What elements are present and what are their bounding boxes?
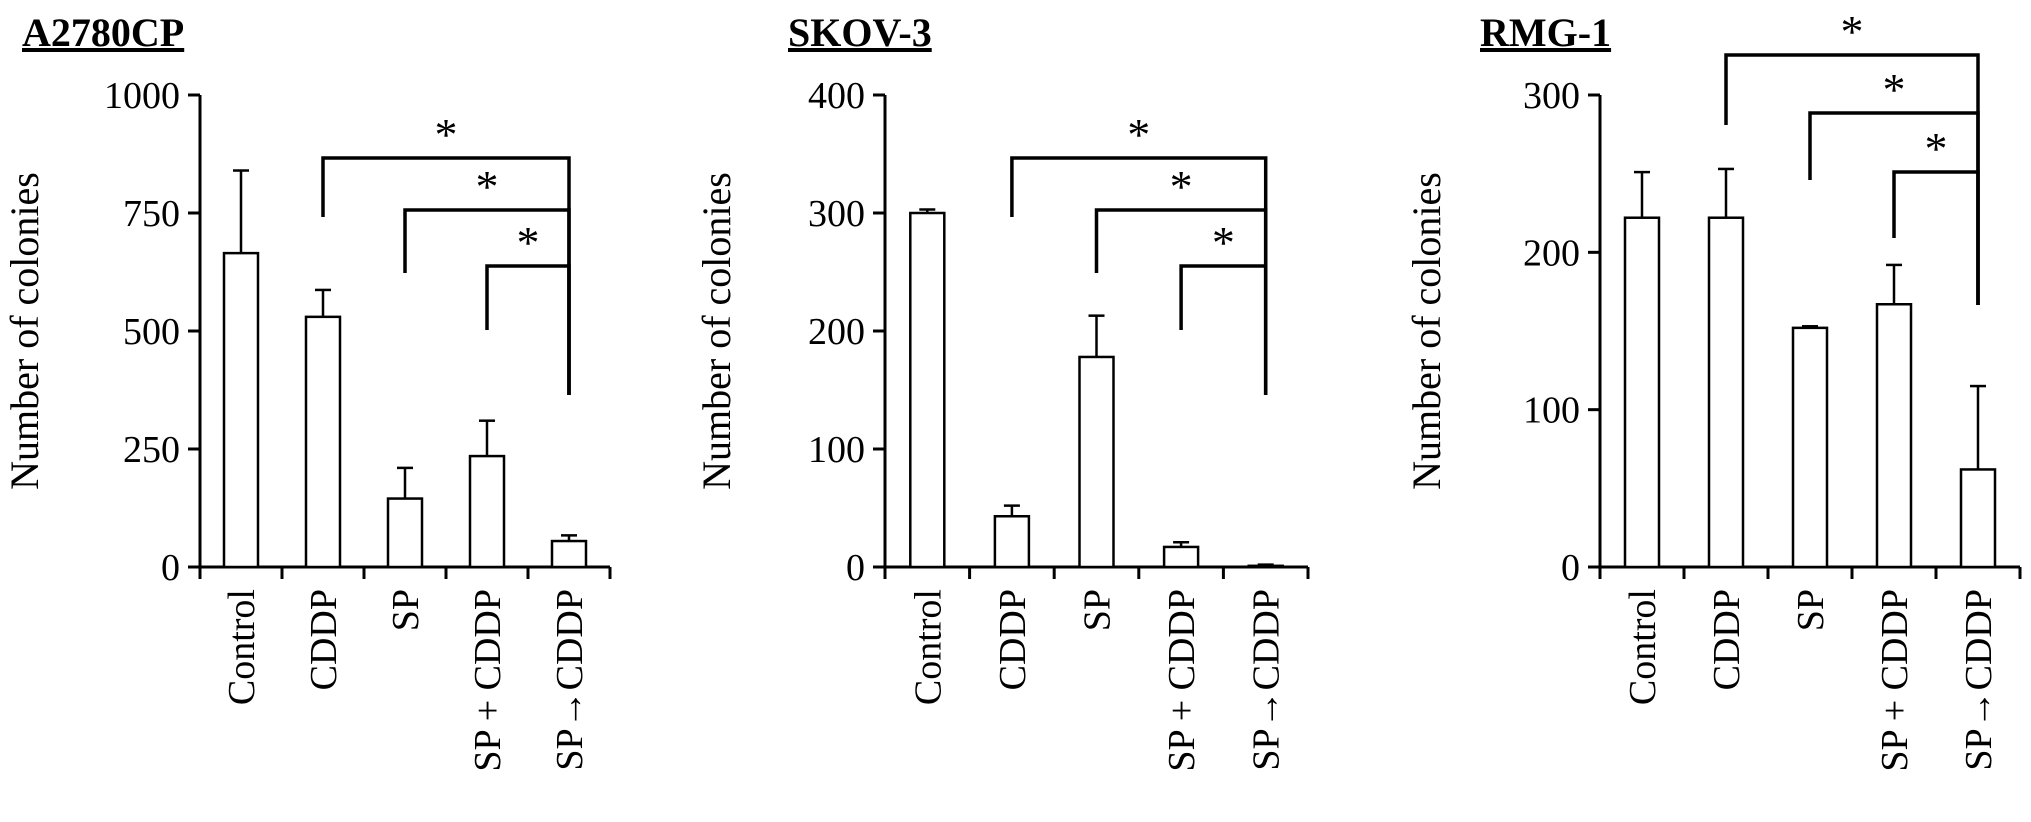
bar	[222, 251, 260, 569]
y-tick-label: 0	[846, 547, 865, 589]
x-tick-label: SP + CDDP	[1161, 589, 1203, 772]
bar	[1959, 468, 1997, 569]
x-tick-label: SP	[1077, 589, 1119, 631]
y-axis-label: Number of colonies	[1404, 172, 1449, 490]
x-tick-label: CDDP	[1706, 589, 1748, 690]
bar	[386, 497, 424, 569]
bar	[993, 515, 1031, 569]
y-tick-label: 100	[808, 429, 865, 471]
bar	[1707, 216, 1745, 569]
significance-star: *	[476, 161, 499, 212]
significance-star: *	[1925, 123, 1948, 174]
y-tick-label: 200	[1523, 232, 1580, 274]
x-tick-label: Control	[1622, 589, 1664, 705]
x-tick-label: Control	[221, 589, 263, 705]
significance-bracket	[1892, 170, 1980, 305]
bar	[1623, 216, 1661, 569]
y-tick-label: 400	[808, 75, 865, 117]
y-tick-label: 0	[161, 547, 180, 589]
y-tick-label: 100	[1523, 390, 1580, 432]
bar	[468, 454, 506, 569]
significance-star: *	[435, 109, 458, 160]
y-axis-label: Number of colonies	[2, 172, 47, 490]
x-tick-label: SP	[1790, 589, 1832, 631]
x-tick-label: SP→CDDP	[549, 589, 591, 771]
chart-panel-2: SKOV-3 Number of colonies 0 100 200 300 400 Con…	[694, 10, 1310, 772]
bar	[1875, 303, 1913, 569]
bar	[1791, 326, 1829, 569]
y-tick-label: 0	[1561, 547, 1580, 589]
significance-bracket	[1010, 156, 1268, 395]
significance-bracket	[1179, 264, 1268, 395]
x-tick-label: SP + CDDP	[1874, 589, 1916, 772]
significance-star: *	[1170, 161, 1193, 212]
bar	[304, 315, 342, 569]
y-tick-label: 750	[123, 193, 180, 235]
y-tick-label: 200	[808, 311, 865, 353]
x-tick-label: SP + CDDP	[467, 589, 509, 772]
chart-panel-3: RMG-1 Number of colonies 0 100 200 300 Control…	[1404, 6, 2022, 772]
x-tick-label: SP→CDDP	[1246, 589, 1288, 771]
x-tick-label: SP→CDDP	[1958, 589, 2000, 771]
significance-bracket	[1724, 53, 1980, 305]
significance-star: *	[1127, 109, 1150, 160]
y-tick-label: 300	[808, 193, 865, 235]
y-tick-label: 300	[1523, 75, 1580, 117]
significance-star: *	[1883, 64, 1906, 115]
chart-title: A2780CP	[22, 10, 184, 55]
significance-bracket	[321, 156, 571, 395]
bar	[1247, 564, 1284, 569]
significance-bracket	[485, 264, 571, 395]
bar	[1162, 545, 1200, 569]
chart-title: RMG-1	[1480, 10, 1611, 55]
y-tick-label: 1000	[104, 75, 180, 117]
chart-title: SKOV-3	[788, 10, 932, 55]
x-tick-label: SP	[385, 589, 427, 631]
significance-star: *	[1212, 217, 1235, 268]
x-tick-label: Control	[907, 589, 949, 705]
x-tick-label: CDDP	[303, 589, 345, 690]
bar	[550, 539, 588, 569]
chart-panel-1: A2780CP Number of colonies 0 250 500 750 1000 C…	[2, 10, 612, 772]
y-axis-label: Number of colonies	[694, 172, 739, 490]
y-tick-label: 500	[123, 311, 180, 353]
bar	[1078, 355, 1115, 569]
bar	[909, 211, 946, 569]
x-tick-label: CDDP	[992, 589, 1034, 690]
significance-star: *	[1841, 6, 1864, 57]
significance-star: *	[517, 217, 540, 268]
y-tick-label: 250	[123, 429, 180, 471]
